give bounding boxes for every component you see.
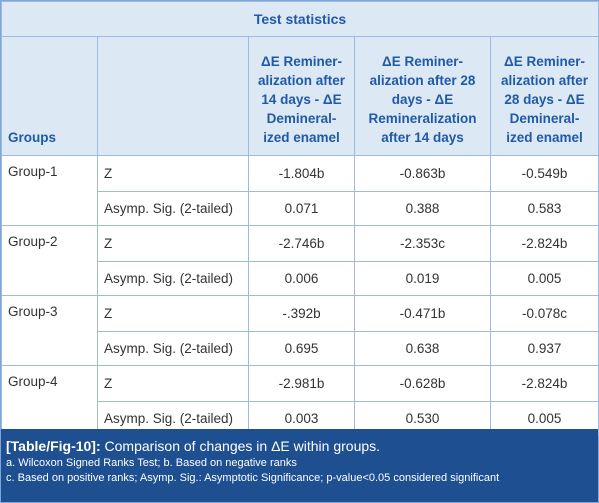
stat-label: Z — [97, 365, 249, 402]
stat-value: 0.006 — [248, 261, 355, 296]
stat-value: -.392b — [248, 295, 355, 332]
stat-value: 0.695 — [248, 331, 355, 366]
table-row: Group-1 Z -1.804b -0.863b -0.549b — [1, 155, 599, 226]
stat-value: 0.071 — [248, 191, 355, 226]
stat-value: 0.388 — [354, 191, 491, 226]
caption-note: a. Wilcoxon Signed Ranks Test; b. Based … — [6, 457, 297, 469]
table-row: Asymp. Sig. (2-tailed) 0.006 0.019 0.005 — [2, 261, 599, 296]
caption-label: [Table/Fig-10]: — [6, 438, 101, 454]
stat-value: -2.824b — [489, 365, 599, 402]
stat-value: -2.353c — [354, 225, 491, 262]
stat-label: Z — [97, 225, 249, 262]
stat-value: 0.005 — [489, 261, 599, 296]
caption-note: c. Based on positive ranks; Asymp. Sig.:… — [6, 472, 500, 484]
group-name: Group-4 — [1, 365, 98, 436]
stat-label: Z — [97, 295, 249, 332]
table-row: Group-3 Z -.392b -0.471b -0.078c — [1, 295, 599, 366]
stat-value: -0.628b — [354, 365, 491, 402]
stat-value: 0.638 — [354, 331, 491, 366]
group-name: Group-1 — [1, 155, 98, 226]
stat-value: 0.937 — [489, 331, 599, 366]
stat-value: -1.804b — [248, 155, 355, 192]
table-row: Asymp. Sig. (2-tailed) 0.071 0.388 0.583 — [2, 191, 599, 226]
stat-value: -0.078c — [489, 295, 599, 332]
stat-value: 0.583 — [489, 191, 599, 226]
table-row: Asymp. Sig. (2-tailed) 0.695 0.638 0.937 — [2, 331, 599, 366]
stat-value: -2.981b — [248, 365, 355, 402]
table-title: Test statistics — [0, 1, 599, 37]
stat-value: 0.019 — [354, 261, 491, 296]
caption-text: Comparison of changes in ΔE within group… — [104, 438, 381, 454]
stat-label: Asymp. Sig. (2-tailed) — [97, 331, 249, 366]
header-cell: Groups — [1, 36, 98, 156]
table-row: Group-4 Z -2.981b -0.628b -2.824b — [1, 365, 599, 436]
caption: [Table/Fig-10]: Comparison of changes in… — [1, 429, 598, 502]
stat-label: Asymp. Sig. (2-tailed) — [97, 261, 249, 296]
stat-label: Z — [97, 155, 249, 192]
header-cell: ΔE Reminer-alization after 28 days - ΔE … — [489, 36, 599, 156]
group-name: Group-2 — [1, 225, 98, 296]
stat-value: -0.549b — [489, 155, 599, 192]
header-cell — [97, 36, 249, 156]
stat-value: -2.824b — [489, 225, 599, 262]
stat-value: -0.863b — [354, 155, 491, 192]
stat-value: -0.471b — [354, 295, 491, 332]
stat-label: Asymp. Sig. (2-tailed) — [97, 191, 249, 226]
stat-value: -2.746b — [248, 225, 355, 262]
header-cell: ΔE Reminer-alization after 14 days - ΔE … — [248, 36, 355, 156]
table-row: Group-2 Z -2.746b -2.353c -2.824b — [1, 225, 599, 296]
header-cell: ΔE Reminer-alization after 28 days - ΔE … — [354, 36, 491, 156]
group-name: Group-3 — [1, 295, 98, 366]
stats-table: Test statistics Groups ΔE Reminer-alizati… — [0, 1, 599, 436]
